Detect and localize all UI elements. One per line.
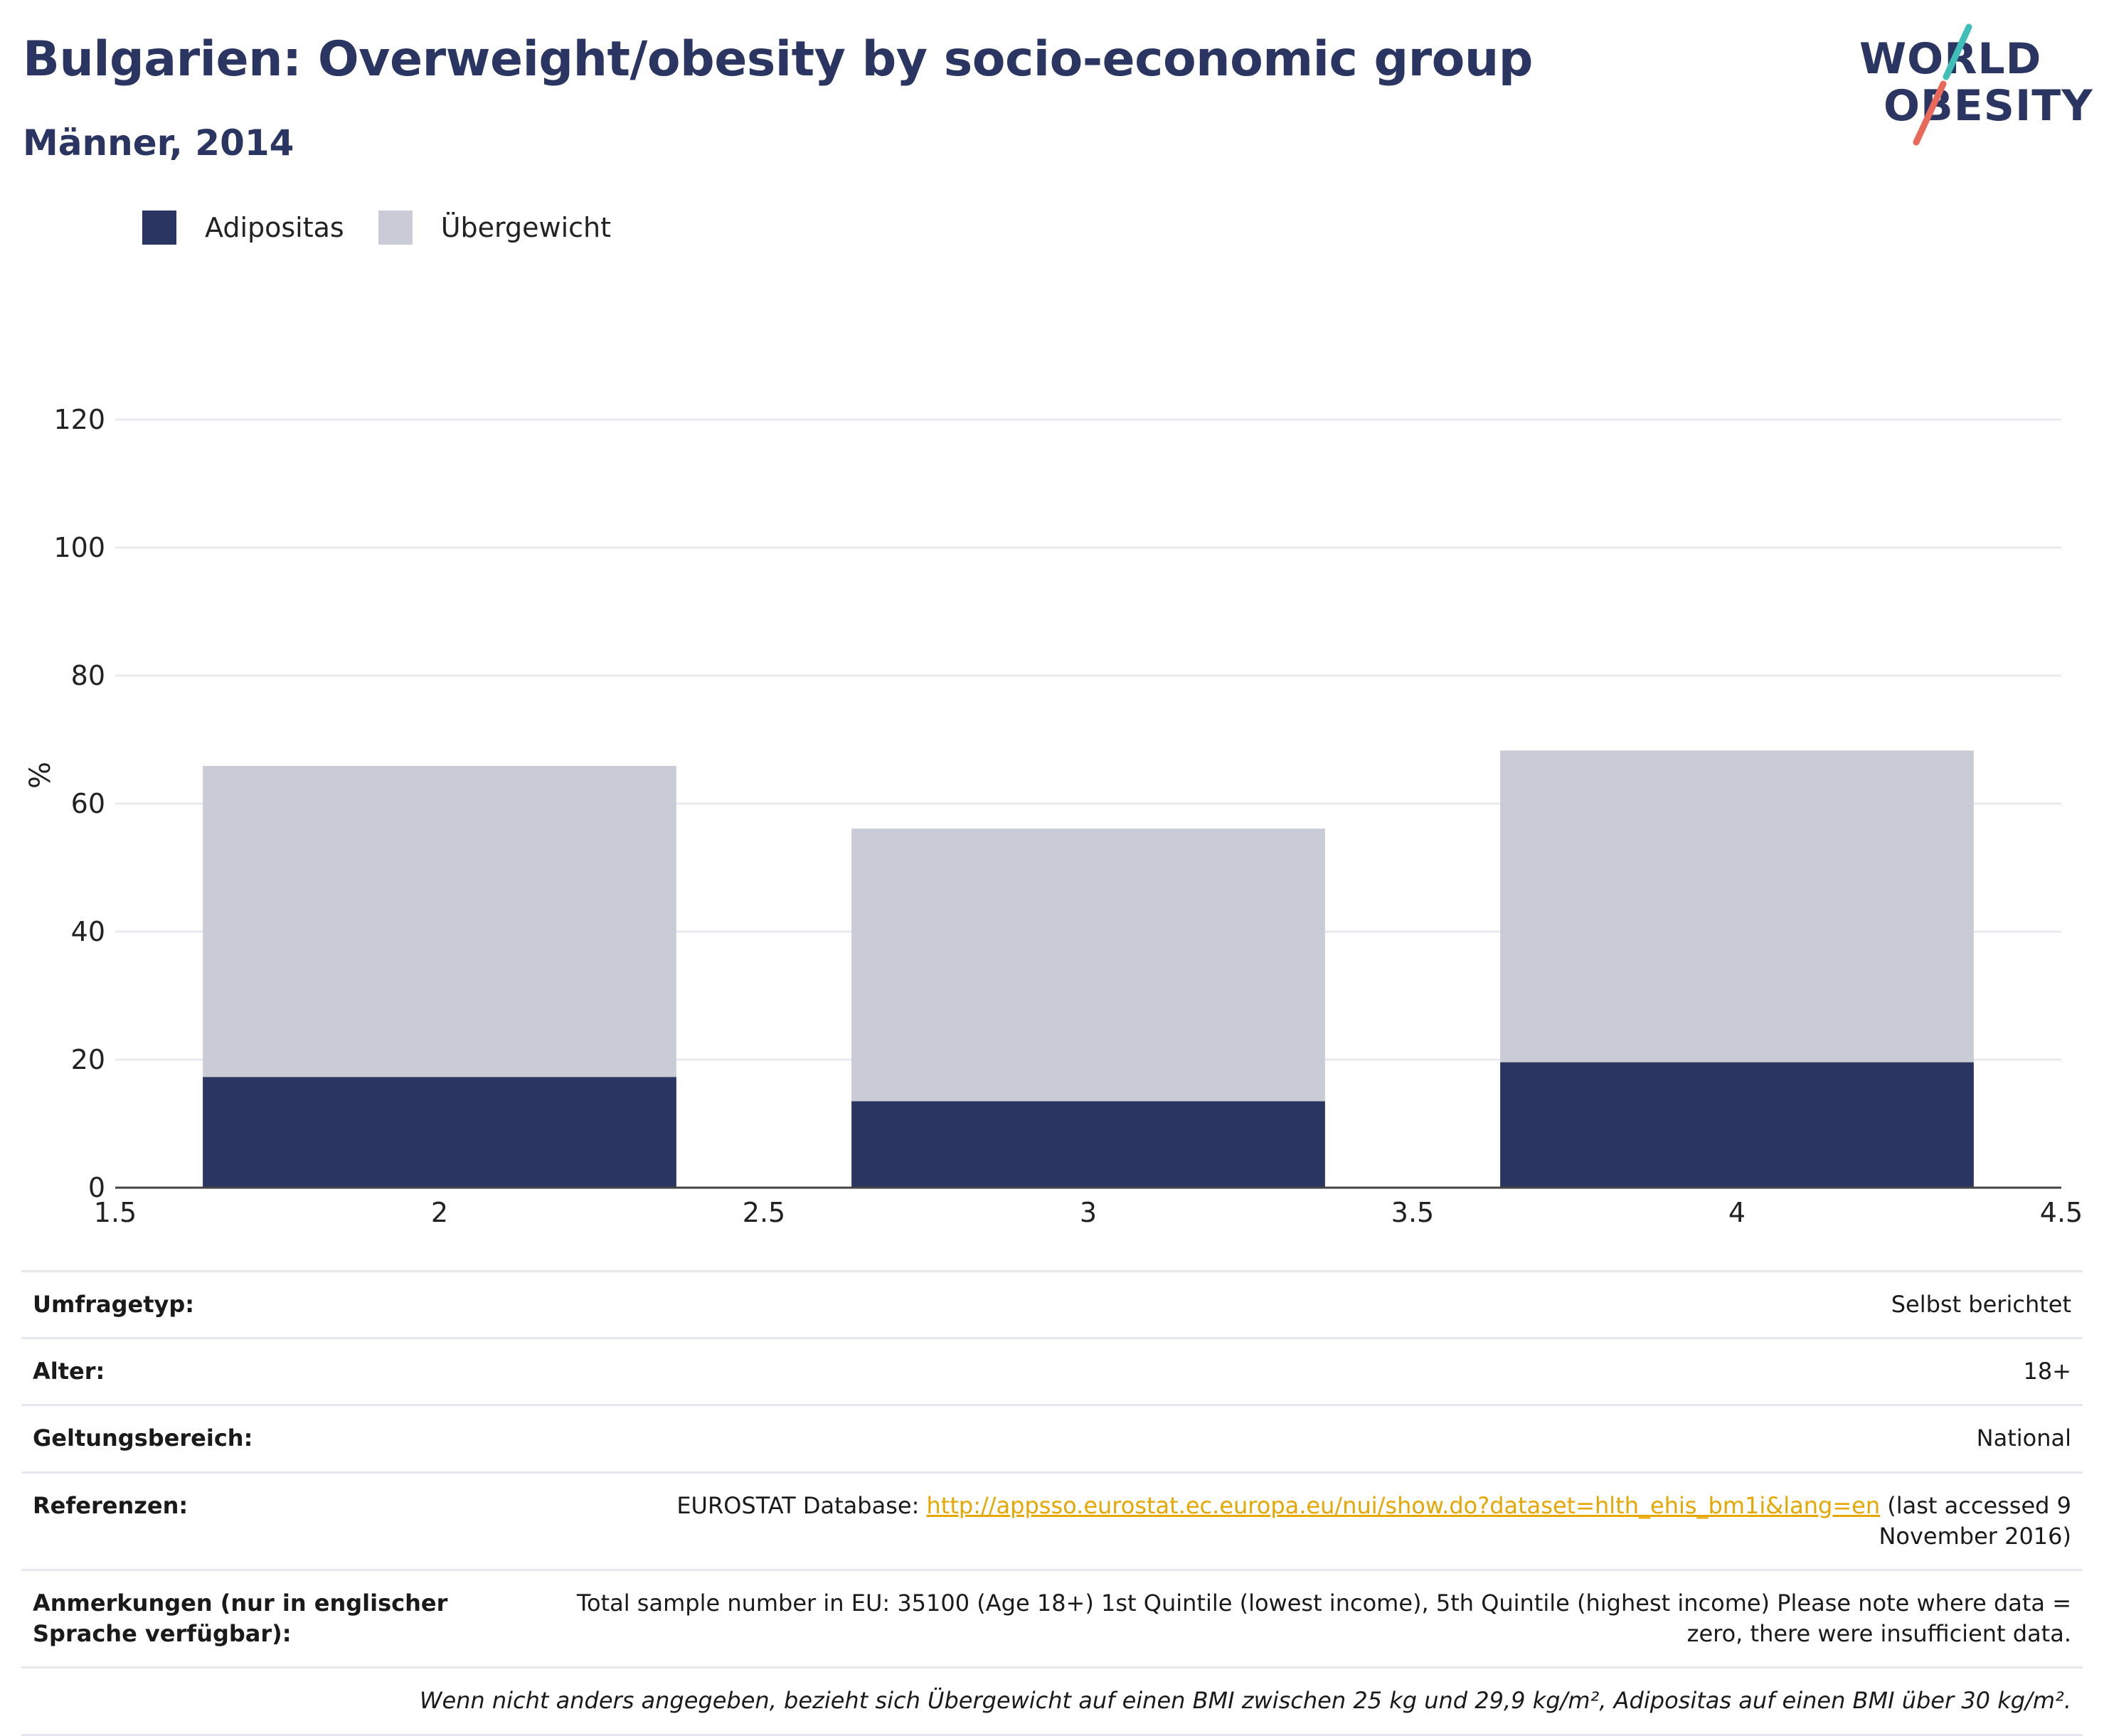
chart-legend: Adipositas Übergewicht	[142, 211, 645, 245]
world-obesity-logo: WORLD OBESITY	[1849, 21, 2093, 149]
info-row-survey-type: Umfragetyp: Selbst berichtet	[21, 1269, 2083, 1338]
bar-overweight-4	[1500, 750, 1974, 1063]
info-row-references: Referenzen: EUROSTAT Database: http://ap…	[21, 1471, 2083, 1570]
bar-obesity-4	[1500, 1062, 1974, 1188]
info-row-notes: Anmerkungen (nur in englischer Sprache v…	[21, 1568, 2083, 1668]
legend-item-overweight[interactable]: Übergewicht	[378, 211, 611, 245]
legend-swatch-obesity	[142, 211, 176, 245]
info-value-references: EUROSTAT Database: http://appsso.eurosta…	[556, 1471, 2083, 1570]
info-label-scope: Geltungsbereich:	[21, 1404, 556, 1473]
x-tick-labels: 1.5 2 2.5 3 3.5 4 4.5	[94, 1197, 2083, 1223]
y-tick-100: 100	[53, 532, 105, 563]
reference-suffix: (last accessed 9 November 2016)	[1879, 1491, 2071, 1550]
reference-link[interactable]: http://appsso.eurostat.ec.europa.eu/nui/…	[926, 1491, 1881, 1519]
y-tick-0: 0	[88, 1172, 105, 1203]
x-tick-1.5: 1.5	[94, 1197, 137, 1223]
x-tick-4.5: 4.5	[2040, 1197, 2083, 1223]
info-row-age: Alter: 18+	[21, 1337, 2083, 1405]
info-label-survey-type: Umfragetyp:	[21, 1269, 556, 1338]
logo-line-2: OBESITY	[1883, 81, 2093, 131]
info-value-scope: National	[556, 1404, 2083, 1473]
y-tick-20: 20	[71, 1044, 105, 1075]
logo-slash-icon	[1913, 23, 1972, 146]
info-value-survey-type: Selbst berichtet	[556, 1269, 2083, 1338]
y-tick-120: 120	[53, 404, 105, 435]
bar-chart: 0 20 40 60 80 100 120 1.5 2 2.5 3 3.5 4 4.5 %	[24, 404, 2083, 1223]
info-table: Umfragetyp: Selbst berichtet Alter: 18+ …	[21, 1269, 2083, 1736]
bar-obesity-2	[203, 1077, 676, 1188]
x-tick-3: 3	[1080, 1197, 1097, 1223]
y-tick-80: 80	[71, 660, 105, 691]
info-label-age: Alter:	[21, 1337, 556, 1405]
info-row-footnote: Wenn nicht anders angegeben, bezieht sic…	[21, 1666, 2083, 1736]
info-label-notes: Anmerkungen (nur in englischer Sprache v…	[21, 1568, 556, 1668]
legend-label-overweight: Übergewicht	[440, 212, 611, 243]
y-tick-40: 40	[71, 916, 105, 947]
bar-overweight-2	[203, 765, 676, 1077]
x-tick-2: 2	[431, 1197, 448, 1223]
x-tick-2.5: 2.5	[743, 1197, 785, 1223]
bar-overweight-3	[851, 829, 1325, 1102]
y-tick-labels: 0 20 40 60 80 100 120	[53, 404, 105, 1203]
legend-item-obesity[interactable]: Adipositas	[142, 211, 344, 245]
x-tick-3.5: 3.5	[1391, 1197, 1434, 1223]
chart-title: Bulgarien: Overweight/obesity by socio-e…	[23, 31, 1533, 87]
info-row-scope: Geltungsbereich: National	[21, 1404, 2083, 1473]
y-tick-60: 60	[71, 788, 105, 819]
info-label-references: Referenzen:	[21, 1471, 556, 1570]
logo-line-1: WORLD	[1859, 34, 2042, 84]
info-footnote: Wenn nicht anders angegeben, bezieht sic…	[21, 1666, 2083, 1736]
bars	[203, 750, 1974, 1188]
info-value-notes: Total sample number in EU: 35100 (Age 18…	[556, 1568, 2083, 1668]
legend-swatch-overweight	[378, 211, 413, 245]
x-tick-4: 4	[1728, 1197, 1746, 1223]
legend-label-obesity: Adipositas	[205, 212, 344, 243]
chart-subtitle: Männer, 2014	[23, 122, 294, 164]
bar-obesity-3	[851, 1101, 1325, 1188]
y-axis-label: %	[24, 762, 57, 789]
reference-prefix: EUROSTAT Database:	[676, 1491, 927, 1519]
info-value-age: 18+	[556, 1337, 2083, 1405]
